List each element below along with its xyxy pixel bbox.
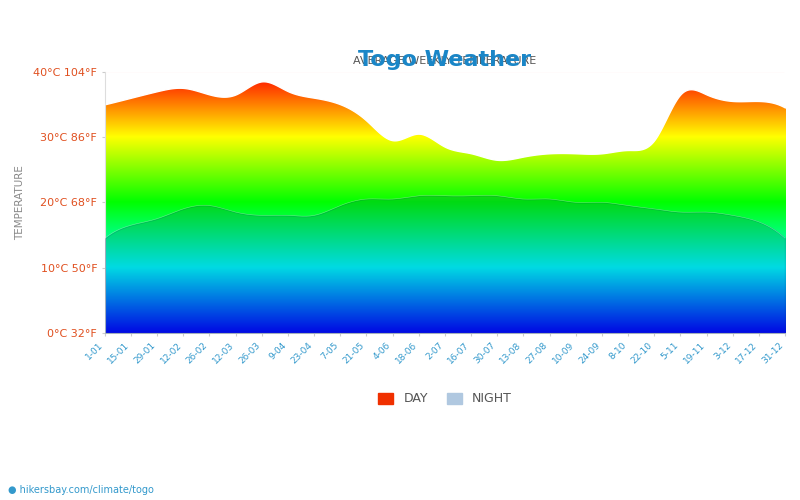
Title: Togo Weather: Togo Weather [358, 50, 531, 70]
Legend: DAY, NIGHT: DAY, NIGHT [374, 388, 517, 410]
Y-axis label: TEMPERATURE: TEMPERATURE [15, 165, 25, 240]
Text: AVERAGE WEEKLY TEMPERATURE: AVERAGE WEEKLY TEMPERATURE [354, 56, 537, 66]
Text: ● hikersbay.com/climate/togo: ● hikersbay.com/climate/togo [8, 485, 154, 495]
